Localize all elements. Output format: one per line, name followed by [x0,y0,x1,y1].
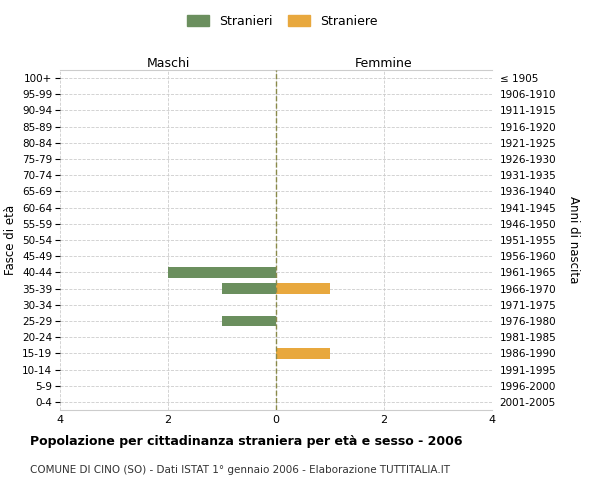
Text: Femmine: Femmine [355,57,413,70]
Text: Maschi: Maschi [146,57,190,70]
Legend: Stranieri, Straniere: Stranieri, Straniere [183,11,381,32]
Y-axis label: Anni di nascita: Anni di nascita [568,196,580,284]
Bar [168,267,276,278]
Bar [276,348,330,358]
Text: Popolazione per cittadinanza straniera per età e sesso - 2006: Popolazione per cittadinanza straniera p… [30,435,463,448]
Bar [222,316,276,326]
Bar [276,284,330,294]
Text: COMUNE DI CINO (SO) - Dati ISTAT 1° gennaio 2006 - Elaborazione TUTTITALIA.IT: COMUNE DI CINO (SO) - Dati ISTAT 1° genn… [30,465,450,475]
Bar [222,284,276,294]
Y-axis label: Fasce di età: Fasce di età [4,205,17,275]
